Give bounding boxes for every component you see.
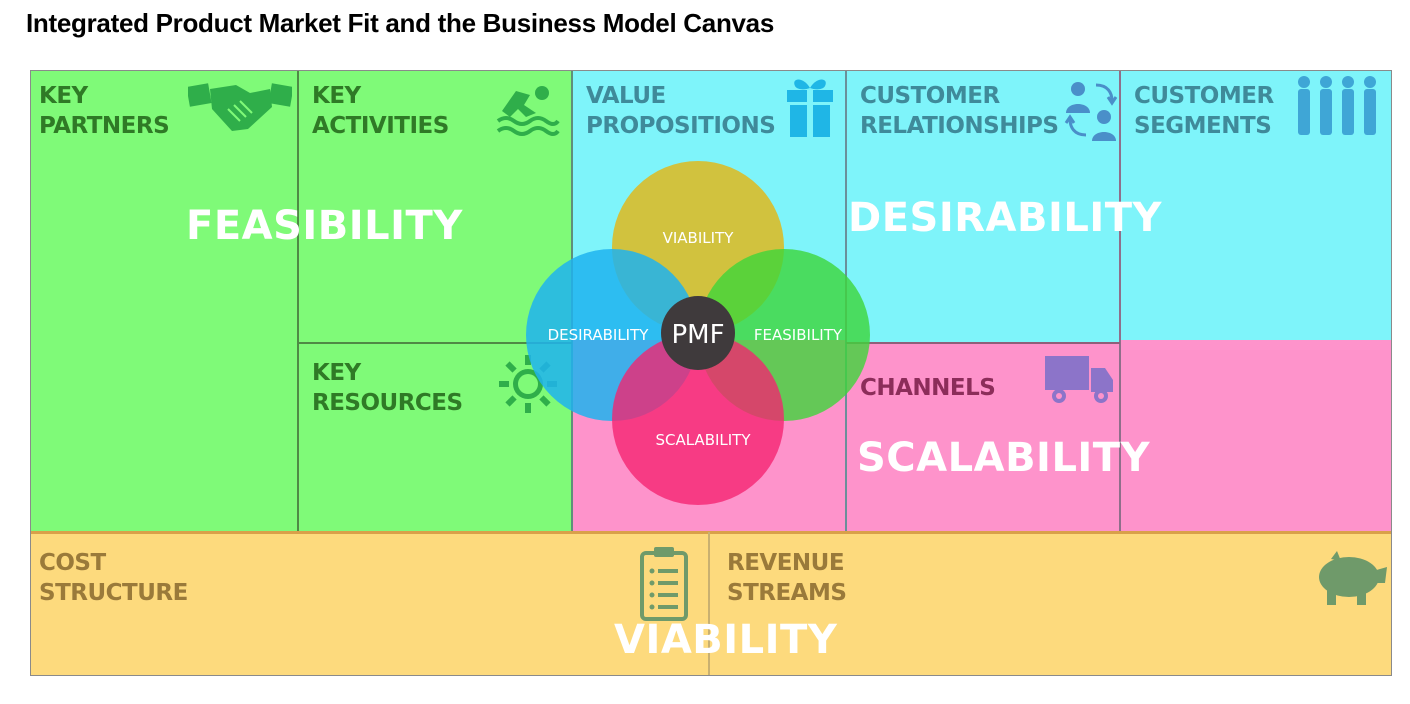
pmf-venn-diagram: VIABILITY DESIRABILITY FEASIBILITY SCALA…: [526, 161, 870, 505]
key-resources-label: KEY RESOURCES: [312, 360, 463, 416]
revenue-streams-label: REVENUE STREAMS: [727, 550, 847, 606]
key-partners-block: [31, 71, 298, 532]
scalability-overlay: SCALABILITY: [857, 435, 1151, 481]
key-partners-label: KEY PARTNERS: [39, 83, 170, 139]
venn-top-label: VIABILITY: [663, 229, 735, 247]
viability-overlay: VIABILITY: [614, 617, 838, 663]
page-title: Integrated Product Market Fit and the Bu…: [26, 8, 775, 38]
divider: [708, 532, 710, 675]
customer-segments-label: CUSTOMER SEGMENTS: [1134, 83, 1274, 139]
key-activities-label: KEY ACTIVITIES: [312, 83, 449, 139]
people-exchange-icon: [1064, 82, 1118, 141]
customer-relationships-block: [846, 71, 1120, 343]
customer-relationships-label: CUSTOMER RELATIONSHIPS: [860, 83, 1059, 139]
piggy-bank-icon: [1319, 551, 1387, 605]
cost-structure-block: [31, 532, 709, 675]
venn-bottom-label: SCALABILITY: [655, 431, 751, 449]
divider: [297, 71, 299, 532]
venn-center-label: PMF: [671, 320, 724, 350]
swimmer-icon: [496, 86, 560, 136]
handshake-icon: [188, 83, 292, 131]
venn-right-label: FEASIBILITY: [754, 326, 843, 344]
venn-pmf-center: [661, 296, 735, 370]
divider: [31, 531, 1391, 534]
divider: [298, 342, 572, 344]
clipboard-icon: [640, 547, 688, 621]
divider: [846, 342, 1120, 344]
cost-structure-label: COST STRUCTURE: [39, 550, 188, 606]
venn-left-label: DESIRABILITY: [548, 326, 650, 344]
gift-icon: [787, 79, 833, 137]
customer-segments-lower-block: [1120, 340, 1391, 532]
value-propositions-label: VALUE PROPOSITIONS: [586, 83, 776, 139]
revenue-streams-block: [709, 532, 1391, 675]
desirability-overlay: DESIRABILITY: [848, 195, 1162, 241]
feasibility-overlay: FEASIBILITY: [186, 203, 463, 249]
business-model-canvas: KEY PARTNERS KEY ACTIVITIES KEY RESOURCES V…: [30, 70, 1392, 676]
people-group-icon: [1298, 76, 1376, 135]
venn-scalability-circle: [612, 333, 784, 505]
truck-icon: [1045, 356, 1113, 403]
sun-icon: [499, 355, 557, 413]
channels-label: CHANNELS: [860, 375, 996, 401]
divider: [1119, 71, 1121, 532]
